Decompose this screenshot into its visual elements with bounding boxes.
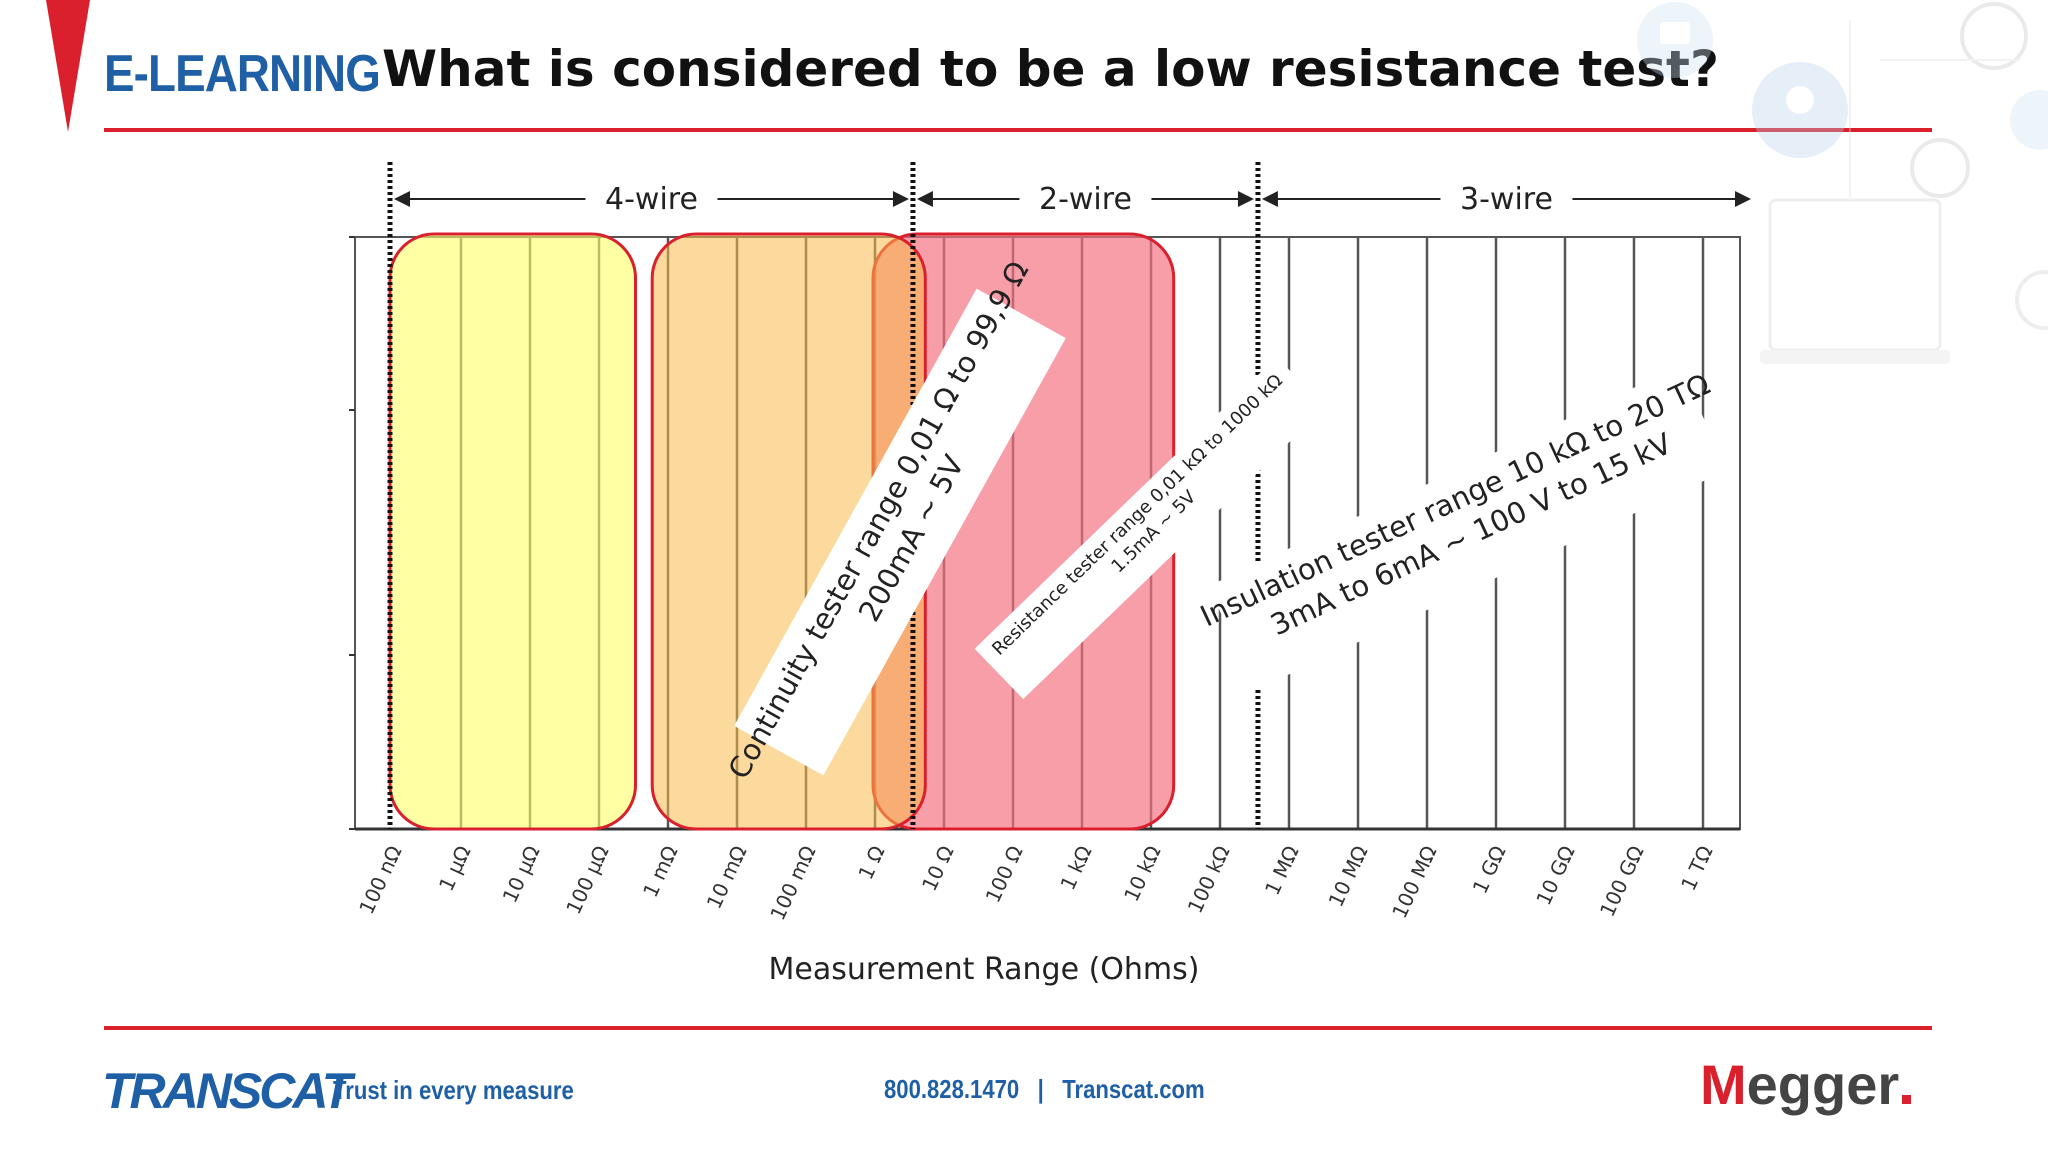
wire-label-bg bbox=[585, 181, 718, 217]
wire-label: 2-wire bbox=[1039, 182, 1132, 217]
tick-label: 10 Ω bbox=[917, 842, 959, 895]
tick-label: 10 MΩ bbox=[1324, 842, 1373, 910]
arrow-head-right bbox=[1237, 191, 1254, 207]
tick-label: 1 GΩ bbox=[1468, 842, 1511, 897]
background-icons-decoration bbox=[1637, 2, 2048, 364]
footer-divider bbox=[104, 1026, 1932, 1030]
tick-label: 100 nΩ bbox=[354, 842, 406, 918]
tester-regions bbox=[388, 232, 1176, 831]
tick-label: 100 kΩ bbox=[1183, 842, 1235, 917]
slide-title: What is considered to be a low resistanc… bbox=[382, 40, 1719, 98]
footer-tagline: Trust in every measure bbox=[333, 1075, 574, 1105]
arrow-head-right bbox=[1735, 191, 1751, 207]
tick-label: 1 µΩ bbox=[434, 842, 476, 895]
callout-box bbox=[1208, 366, 1728, 690]
tick-label: 10 µΩ bbox=[497, 842, 544, 906]
brand-label: E-LEARNING bbox=[104, 45, 381, 103]
tick-label: 100 µΩ bbox=[561, 842, 613, 918]
tick-label: 1 mΩ bbox=[638, 842, 683, 901]
tick-label: 100 GΩ bbox=[1595, 842, 1649, 920]
transcat-logo: TRANSCAT bbox=[102, 1063, 352, 1119]
tick-label: 10 mΩ bbox=[702, 842, 752, 912]
megger-logo-initial: M bbox=[1700, 1053, 1747, 1116]
x-axis-label: Measurement Range (Ohms) bbox=[768, 952, 1199, 987]
continuity-region bbox=[388, 232, 637, 831]
tick-label: 1 MΩ bbox=[1260, 842, 1304, 899]
megger-logo-mark bbox=[1902, 1095, 1912, 1104]
tick-label: 1 TΩ bbox=[1676, 842, 1717, 894]
wire-label-bg bbox=[1019, 181, 1152, 217]
tick-label: 10 kΩ bbox=[1119, 842, 1166, 905]
arrow-head-left bbox=[394, 191, 410, 207]
red-accent-mark bbox=[46, 0, 90, 132]
arrow-head-right bbox=[892, 191, 909, 207]
tick-label: 1 kΩ bbox=[1055, 842, 1096, 894]
tick-label: 100 Ω bbox=[980, 842, 1027, 906]
wire-label: 4-wire bbox=[605, 182, 698, 217]
megger-logo-rest: egger bbox=[1746, 1053, 1900, 1116]
tick-label: 1 Ω bbox=[853, 842, 889, 883]
footer-contact: 800.828.1470 | Transcat.com bbox=[884, 1074, 1205, 1104]
callout-box bbox=[734, 288, 1066, 776]
wire-label: 3-wire bbox=[1460, 182, 1553, 217]
wire-label-bg bbox=[1440, 181, 1573, 217]
arrow-head-left bbox=[916, 191, 933, 207]
tick-labels: 100 nΩ 1 µΩ 10 µΩ 100 µΩ 1 mΩ 10 mΩ 100 mΩ 1 Ω 1… bbox=[354, 842, 1717, 924]
wire-arrows: 4-wire 2-wire 3-wire bbox=[387, 162, 1751, 829]
megger-logo: Megger bbox=[1700, 1052, 1912, 1117]
tick-label: 10 GΩ bbox=[1531, 842, 1579, 909]
tick-label: 100 MΩ bbox=[1387, 842, 1441, 922]
arrow-head-left bbox=[1261, 191, 1278, 207]
callout-box bbox=[974, 356, 1326, 700]
tick-label: 100 mΩ bbox=[765, 842, 820, 924]
header-divider bbox=[104, 128, 1932, 132]
